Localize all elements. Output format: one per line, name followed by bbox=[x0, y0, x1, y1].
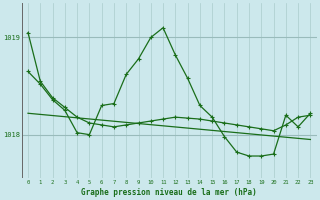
X-axis label: Graphe pression niveau de la mer (hPa): Graphe pression niveau de la mer (hPa) bbox=[81, 188, 257, 197]
